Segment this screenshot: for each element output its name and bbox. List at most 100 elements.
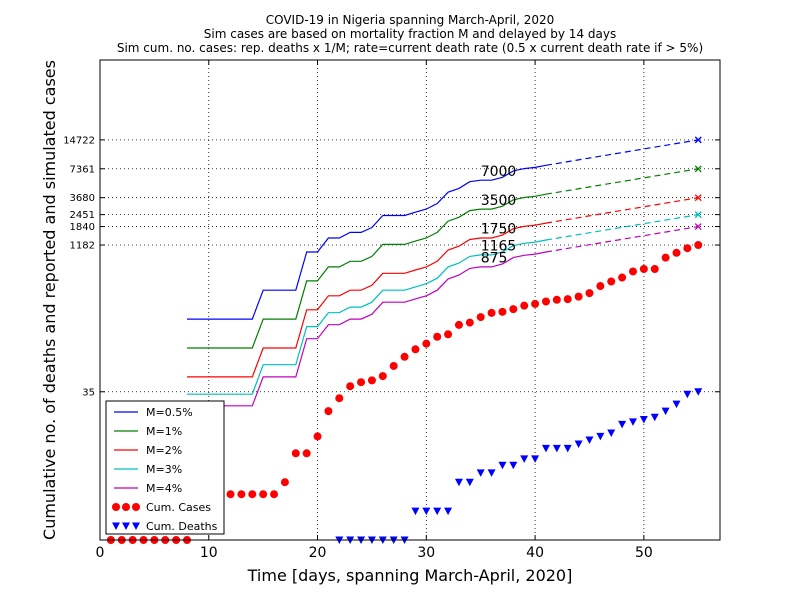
annotation-label: 3500 xyxy=(481,193,517,209)
deaths-point xyxy=(433,507,442,516)
cases-point xyxy=(335,394,344,403)
deaths-point xyxy=(563,444,572,453)
cases-point xyxy=(694,241,703,250)
deaths-point xyxy=(454,478,463,487)
chart-title: COVID-19 in Nigeria spanning March-April… xyxy=(117,13,703,55)
cases-point xyxy=(357,378,366,387)
legend-swatch xyxy=(132,522,140,530)
legend-swatch xyxy=(122,503,130,511)
projection-end-marker xyxy=(694,165,702,173)
y-tick-label: 1840 xyxy=(70,222,95,233)
projection-line xyxy=(545,225,699,253)
projection-end-marker xyxy=(694,194,702,202)
series-line xyxy=(187,164,547,320)
legend-swatch xyxy=(112,503,120,511)
marker-stroke xyxy=(694,165,702,173)
deaths-point xyxy=(411,507,420,516)
cases-point xyxy=(302,449,311,458)
projection-end-marker xyxy=(694,223,702,231)
cases-point xyxy=(422,339,431,348)
x-tick-label: 40 xyxy=(526,545,544,561)
cases-point xyxy=(324,407,333,416)
x-tick-label: 50 xyxy=(635,545,653,561)
x-tick-label: 20 xyxy=(309,545,327,561)
projection-line xyxy=(545,139,699,166)
projection-line xyxy=(545,168,699,195)
x-axis-label: Time [days, spanning March-April, 2020] xyxy=(247,566,573,585)
cases-point xyxy=(476,313,485,322)
cases-point xyxy=(650,265,659,274)
y-tick-label: 2451 xyxy=(70,210,95,221)
projection-end-marker xyxy=(694,211,702,219)
legend-label: Cum. Deaths xyxy=(146,520,218,533)
cases-point xyxy=(607,277,616,286)
cases-point xyxy=(389,361,398,370)
plot-area xyxy=(106,136,703,544)
plot-frame xyxy=(99,59,721,541)
deaths-point xyxy=(531,455,540,463)
projection-line xyxy=(545,214,699,241)
legend-swatch xyxy=(132,503,140,511)
cases-point xyxy=(596,282,605,291)
legend-swatch xyxy=(122,522,130,530)
deaths-point xyxy=(541,444,550,453)
legend-label: M=4% xyxy=(146,482,182,495)
cases-point xyxy=(541,297,550,306)
deaths-point xyxy=(650,413,659,422)
series-line xyxy=(187,193,547,349)
annotation-label: 7000 xyxy=(481,164,517,180)
deaths-point xyxy=(574,440,583,448)
deaths-point xyxy=(585,436,594,445)
cases-point xyxy=(454,320,463,329)
projection-end-marker xyxy=(694,136,702,144)
cases-point xyxy=(237,490,246,499)
cases-point xyxy=(487,308,496,317)
cases-point xyxy=(552,295,561,304)
cases-point xyxy=(465,318,474,327)
x-tick-label: 0 xyxy=(96,545,105,561)
title-line-3: Sim cum. no. cases: rep. deaths x 1/M; r… xyxy=(117,41,703,55)
deaths-point xyxy=(694,388,703,396)
deaths-point xyxy=(465,478,474,487)
deaths-point xyxy=(672,400,681,409)
series-line xyxy=(187,222,547,378)
legend-swatch xyxy=(112,522,120,530)
cases-point xyxy=(618,273,627,282)
title-line-1: COVID-19 in Nigeria spanning March-April… xyxy=(266,13,555,27)
x-tick-label: 30 xyxy=(417,545,435,561)
y-tick-label: 7361 xyxy=(70,164,95,175)
legend: M=0.5% M=1% M=2% M=3% M=4% Cum. Cases Cum. Dea… xyxy=(105,400,225,535)
cases-point xyxy=(248,490,257,499)
deaths-point xyxy=(509,461,518,470)
cases-point xyxy=(280,478,289,487)
cases-point xyxy=(367,376,376,385)
cases-point xyxy=(639,265,648,274)
deaths-point xyxy=(607,429,616,438)
deaths-point xyxy=(661,407,670,416)
annotation-label: 1165 xyxy=(481,239,517,255)
cases-point xyxy=(259,490,268,499)
legend-box xyxy=(105,400,225,535)
cases-point xyxy=(346,382,355,391)
cases-point xyxy=(444,330,453,339)
y-axis-label: Cumulative no. of deaths and reported an… xyxy=(40,60,59,540)
deaths-point xyxy=(476,469,485,477)
legend-label: M=1% xyxy=(146,425,182,438)
cases-point xyxy=(628,267,637,276)
deaths-point xyxy=(596,432,605,441)
y-tick-label: 14722 xyxy=(63,135,95,146)
deaths-point xyxy=(683,390,692,399)
cases-point xyxy=(291,449,300,458)
cases-point xyxy=(683,244,692,253)
y-tick-label: 3680 xyxy=(70,193,95,204)
deaths-point xyxy=(520,455,529,463)
y-tick-label: 1182 xyxy=(70,241,95,252)
marker-stroke xyxy=(694,211,702,219)
marker-stroke xyxy=(694,194,702,202)
cases-point xyxy=(531,299,540,308)
title-line-2: Sim cases are based on mortality fractio… xyxy=(204,27,616,41)
deaths-point xyxy=(487,469,496,477)
cases-point xyxy=(585,289,594,298)
